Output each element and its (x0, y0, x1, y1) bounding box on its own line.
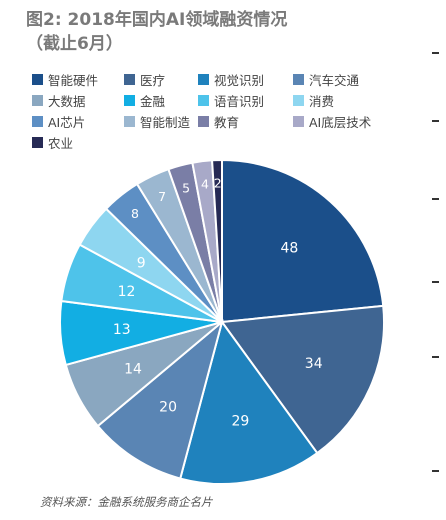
legend-swatch (198, 116, 209, 127)
legend-item: 消费 (293, 91, 383, 110)
legend-label: 金融 (140, 94, 166, 109)
legend-item: AI底层技术 (293, 112, 383, 131)
legend-swatch (124, 116, 135, 127)
legend-swatch (32, 116, 43, 127)
legend-label: 汽车交通 (309, 73, 360, 88)
slice-data-label: 9 (137, 255, 146, 271)
slice-data-label: 5 (182, 180, 190, 195)
slice-data-label: 14 (124, 362, 142, 378)
legend-item: 医疗 (124, 70, 198, 89)
legend-swatch (124, 95, 135, 106)
chart-subtitle: （截止6月） (26, 34, 123, 54)
edge-mark (432, 198, 439, 200)
legend-label: 教育 (214, 115, 240, 130)
slice-data-label: 48 (280, 241, 298, 257)
legend-swatch (293, 95, 304, 106)
legend-label: 智能制造 (140, 115, 191, 130)
legend: 智能硬件 医疗 视觉识别 汽车交通大数据 金融 语音识别 消费 AI芯片 智能制造 教育 AI底层技… (32, 70, 432, 152)
legend-swatch (32, 137, 43, 148)
legend-swatch (124, 74, 135, 85)
pie-slice (96, 319, 224, 480)
edge-mark (432, 281, 439, 283)
legend-item: 视觉识别 (198, 70, 293, 89)
pie-slice (211, 158, 223, 323)
legend-item: 智能硬件 (32, 70, 124, 89)
legend-swatch (32, 95, 43, 106)
chart-title: 图2: 2018年国内AI领域融资情况 (26, 10, 288, 30)
pie-slice (220, 304, 385, 455)
legend-swatch (198, 74, 209, 85)
legend-swatch (293, 74, 304, 85)
slice-data-label: 20 (159, 400, 177, 416)
legend-swatch (198, 95, 209, 106)
edge-mark (432, 120, 439, 122)
legend-swatch (32, 74, 43, 85)
pie-chart: 48 34 29 20 14 13 129 8 7 5 4 2 (59, 158, 385, 485)
legend-label: AI芯片 (48, 115, 86, 130)
legend-item: 农业 (32, 133, 124, 152)
legend-item: AI芯片 (32, 112, 124, 131)
slice-data-label: 13 (113, 322, 131, 338)
pie-slice (221, 158, 385, 324)
edge-mark (432, 470, 439, 472)
slice-data-label: 34 (305, 356, 323, 372)
pie-slice (179, 319, 319, 485)
slice-data-label: 4 (201, 177, 209, 192)
edge-mark (432, 356, 439, 358)
legend-item: 金融 (124, 91, 198, 110)
legend-label: 医疗 (140, 73, 166, 88)
legend-label: 视觉识别 (214, 73, 265, 88)
slice-data-label: 2 (214, 176, 222, 191)
slice-data-label: 29 (231, 414, 249, 430)
slice-data-label: 12 (118, 284, 136, 300)
slice-data-label: 7 (158, 189, 166, 204)
legend-label: 农业 (48, 136, 74, 151)
legend-item: 智能制造 (124, 112, 198, 131)
legend-item: 大数据 (32, 91, 124, 110)
slice-data-label: 8 (131, 206, 139, 221)
source-note: 资料来源：金融系统服务商企名片 (40, 495, 213, 509)
legend-label: 消费 (309, 94, 335, 109)
legend-item: 语音识别 (198, 91, 293, 110)
legend-label: AI底层技术 (309, 115, 372, 130)
legend-label: 语音识别 (214, 94, 265, 109)
legend-item: 教育 (198, 112, 293, 131)
legend-item: 汽车交通 (293, 70, 383, 89)
legend-label: 大数据 (48, 94, 86, 109)
legend-label: 智能硬件 (48, 73, 99, 88)
legend-swatch (293, 116, 304, 127)
edge-mark (432, 52, 439, 54)
